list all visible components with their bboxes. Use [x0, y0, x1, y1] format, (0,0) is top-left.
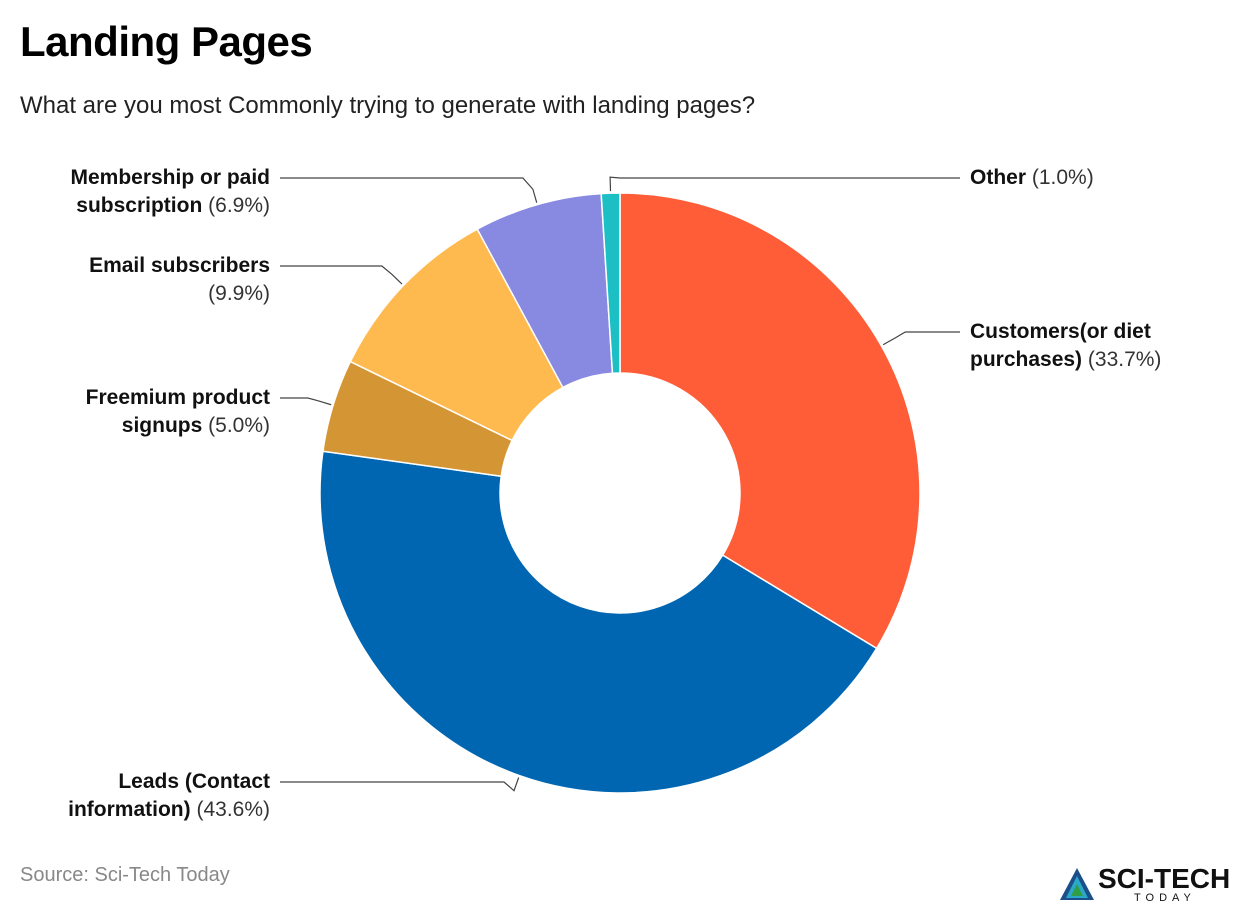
chart-title: Landing Pages — [20, 18, 313, 65]
leader-line — [280, 265, 403, 285]
label-other-pct: (1.0%) — [1031, 166, 1094, 189]
slice-customers-or-diet-purchases — [619, 192, 921, 650]
label-leads-name-2: information) — [68, 798, 191, 821]
leader-line — [609, 176, 960, 192]
logo-wordmark: SCI-TECH — [1098, 863, 1231, 894]
source-note: Source: Sci-Tech Today — [20, 864, 230, 886]
slice-leads-contact-information — [319, 450, 878, 794]
label-membership-name-2: subscription — [76, 194, 203, 217]
label-other-name-1: Other — [970, 166, 1027, 189]
label-leads-name-1: Leads (Contact — [118, 770, 270, 793]
logo-mark-icon — [1060, 868, 1094, 900]
label-freemium-name-1: Freemium product — [85, 386, 270, 409]
label-freemium-pct: (5.0%) — [208, 414, 270, 437]
label-membership-name-1: Membership or paid — [70, 166, 270, 189]
chart-subtitle: What are you most Commonly trying to gen… — [20, 92, 756, 119]
logo-tagline: TODAY — [1134, 892, 1196, 904]
label-membership: Membership or paid subscription (6.9%) — [70, 164, 270, 220]
label-leads-pct: (43.6%) — [196, 798, 270, 821]
label-other: Other (1.0%) — [970, 164, 1094, 192]
label-customers-pct: (33.7%) — [1087, 348, 1162, 371]
label-membership-pct: (6.9%) — [208, 194, 270, 217]
brand-logo: SCI-TECH TODAY — [1058, 862, 1234, 906]
slice-other — [600, 192, 621, 375]
label-freemium: Freemium product signups (5.0%) — [86, 384, 270, 440]
label-email: Email subscribers (9.9%) — [89, 252, 270, 308]
label-email-name-1: Email subscribers — [89, 254, 270, 277]
label-email-pct: (9.9%) — [208, 282, 270, 305]
label-freemium-name-2: signups — [121, 414, 203, 437]
leader-line — [882, 331, 960, 346]
label-customers-name-2: purchases) — [970, 348, 1083, 371]
label-customers: Customers(or diet purchases) (33.7%) — [970, 318, 1161, 374]
label-customers-name-1: Customers(or diet — [970, 320, 1151, 343]
leader-line — [280, 177, 538, 203]
label-leads: Leads (Contact information) (43.6%) — [68, 768, 270, 824]
leader-line — [280, 777, 520, 792]
leader-line — [280, 397, 332, 406]
